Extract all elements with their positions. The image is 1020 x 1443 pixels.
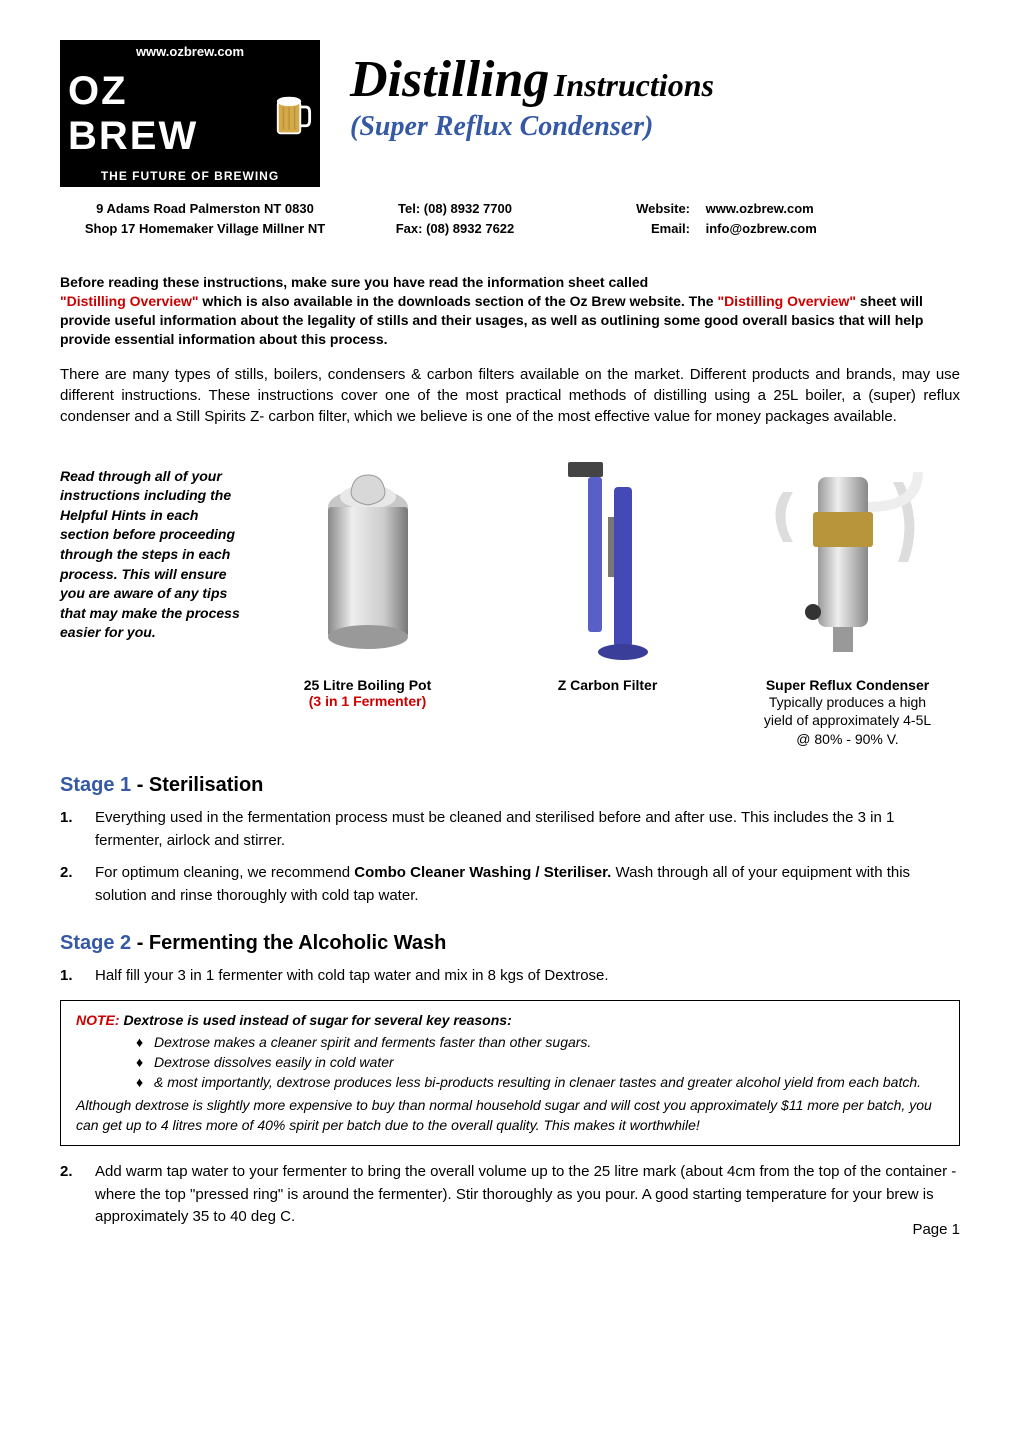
pot-subcaption: (3 in 1 Fermenter) [255, 693, 480, 709]
beer-mug-icon [274, 92, 312, 137]
condenser-desc-3: @ 80% - 90% V. [735, 730, 960, 749]
intro-line-1: Before reading these instructions, make … [60, 274, 648, 290]
title-block: Distilling Instructions (Super Reflux Co… [350, 40, 960, 143]
product-condenser: Super Reflux Condenser Typically produce… [735, 452, 960, 750]
website-row: Website: www.ozbrew.com [620, 199, 960, 219]
bullet-text: & most importantly, dextrose produces le… [154, 1073, 921, 1092]
body-paragraph: There are many types of stills, boilers,… [60, 364, 960, 427]
logo-main: OZ BREW [60, 63, 320, 165]
list-content: Everything used in the fermentation proc… [95, 807, 960, 852]
intro-block: Before reading these instructions, make … [60, 273, 960, 349]
bullet-text: Dextrose makes a cleaner spirit and ferm… [154, 1033, 591, 1052]
logo-url: www.ozbrew.com [60, 40, 320, 63]
title-main: Distilling [350, 51, 549, 108]
stage-2-list-b: 2. Add warm tap water to your fermenter … [60, 1161, 960, 1229]
list-content: Half fill your 3 in 1 fermenter with col… [95, 965, 960, 988]
note-title: Dextrose is used instead of sugar for se… [120, 1012, 512, 1028]
logo-text: OZ BREW [68, 69, 268, 159]
website-value: www.ozbrew.com [706, 201, 814, 216]
product-boiling-pot: 25 Litre Boiling Pot (3 in 1 Fermenter) [255, 452, 480, 709]
tip-text: Read through all of your instructions in… [60, 452, 240, 643]
address-line-2: Shop 17 Homemaker Village Millner NT [60, 219, 350, 239]
stage-2-item-1: 1. Half fill your 3 in 1 fermenter with … [60, 965, 960, 988]
subtitle: (Super Reflux Condenser) [350, 111, 960, 143]
condenser-image [735, 452, 960, 672]
stage-1-item-1: 1. Everything used in the fermentation p… [60, 807, 960, 852]
address-line-1: 9 Adams Road Palmerston NT 0830 [60, 199, 350, 219]
diamond-bullet-icon: ♦ [136, 1033, 154, 1052]
contact-row: 9 Adams Road Palmerston NT 0830 Shop 17 … [60, 199, 960, 238]
email-value: info@ozbrew.com [706, 221, 817, 236]
phone-block: Tel: (08) 8932 7700 Fax: (08) 8932 7622 [350, 199, 560, 238]
stage-1-heading: Stage 1 - Sterilisation [60, 774, 960, 797]
list-content: Add warm tap water to your fermenter to … [95, 1161, 960, 1229]
list-content: For optimum cleaning, we recommend Combo… [95, 862, 960, 907]
stage-1-num: Stage 1 [60, 774, 131, 796]
stage-2-num: Stage 2 [60, 932, 131, 954]
web-block: Website: www.ozbrew.com Email: info@ozbr… [560, 199, 960, 238]
boiling-pot-image [255, 452, 480, 672]
note-bullet-3: ♦ & most importantly, dextrose produces … [136, 1073, 944, 1092]
bullet-text: Dextrose dissolves easily in cold water [154, 1053, 394, 1072]
pot-caption: 25 Litre Boiling Pot [255, 677, 480, 693]
email-row: Email: info@ozbrew.com [620, 219, 960, 239]
intro-mid-1: which is also available in the downloads… [199, 293, 718, 309]
carbon-filter-image [495, 452, 720, 672]
note-box: NOTE: Dextrose is used instead of sugar … [60, 1000, 960, 1146]
logo: www.ozbrew.com OZ BREW THE FUTURE OF BRE… [60, 40, 320, 187]
stage-2-title: - Fermenting the Alcoholic Wash [131, 932, 446, 954]
tel: Tel: (08) 8932 7700 [350, 199, 560, 219]
filter-caption: Z Carbon Filter [495, 677, 720, 693]
stage-2-heading: Stage 2 - Fermenting the Alcoholic Wash [60, 932, 960, 955]
list-marker: 2. [60, 1161, 95, 1229]
intro-red-1: "Distilling Overview" [60, 293, 199, 309]
page-title: Distilling Instructions [350, 50, 960, 109]
stage-1-item-2: 2. For optimum cleaning, we recommend Co… [60, 862, 960, 907]
diamond-bullet-icon: ♦ [136, 1053, 154, 1072]
title-sub: Instructions [554, 67, 714, 103]
condenser-desc-1: Typically produces a high [735, 693, 960, 712]
list-marker: 1. [60, 807, 95, 852]
logo-tagline: THE FUTURE OF BREWING [60, 165, 320, 187]
website-label: Website: [620, 199, 690, 219]
stage-2-list-a: 1. Half fill your 3 in 1 fermenter with … [60, 965, 960, 988]
product-carbon-filter: Z Carbon Filter [495, 452, 720, 693]
diamond-bullet-icon: ♦ [136, 1073, 154, 1092]
address-block: 9 Adams Road Palmerston NT 0830 Shop 17 … [60, 199, 350, 238]
stage-1-list: 1. Everything used in the fermentation p… [60, 807, 960, 907]
list-marker: 1. [60, 965, 95, 988]
note-bullet-2: ♦ Dextrose dissolves easily in cold wate… [136, 1053, 944, 1072]
products-row: Read through all of your instructions in… [60, 452, 960, 750]
condenser-caption: Super Reflux Condenser [735, 677, 960, 693]
note-label: NOTE: [76, 1012, 120, 1028]
stage-1-title: - Sterilisation [131, 774, 263, 796]
email-label: Email: [620, 219, 690, 239]
list-marker: 2. [60, 862, 95, 907]
condenser-desc-2: yield of approximately 4-5L [735, 711, 960, 730]
note-bullet-list: ♦ Dextrose makes a cleaner spirit and fe… [136, 1033, 944, 1092]
intro-red-2: "Distilling Overview" [717, 293, 856, 309]
note-bullet-1: ♦ Dextrose makes a cleaner spirit and fe… [136, 1033, 944, 1052]
note-footer: Although dextrose is slightly more expen… [76, 1096, 944, 1135]
fax: Fax: (08) 8932 7622 [350, 219, 560, 239]
header-row: www.ozbrew.com OZ BREW THE FUTURE OF BRE… [60, 40, 960, 187]
stage-2-item-2: 2. Add warm tap water to your fermenter … [60, 1161, 960, 1229]
